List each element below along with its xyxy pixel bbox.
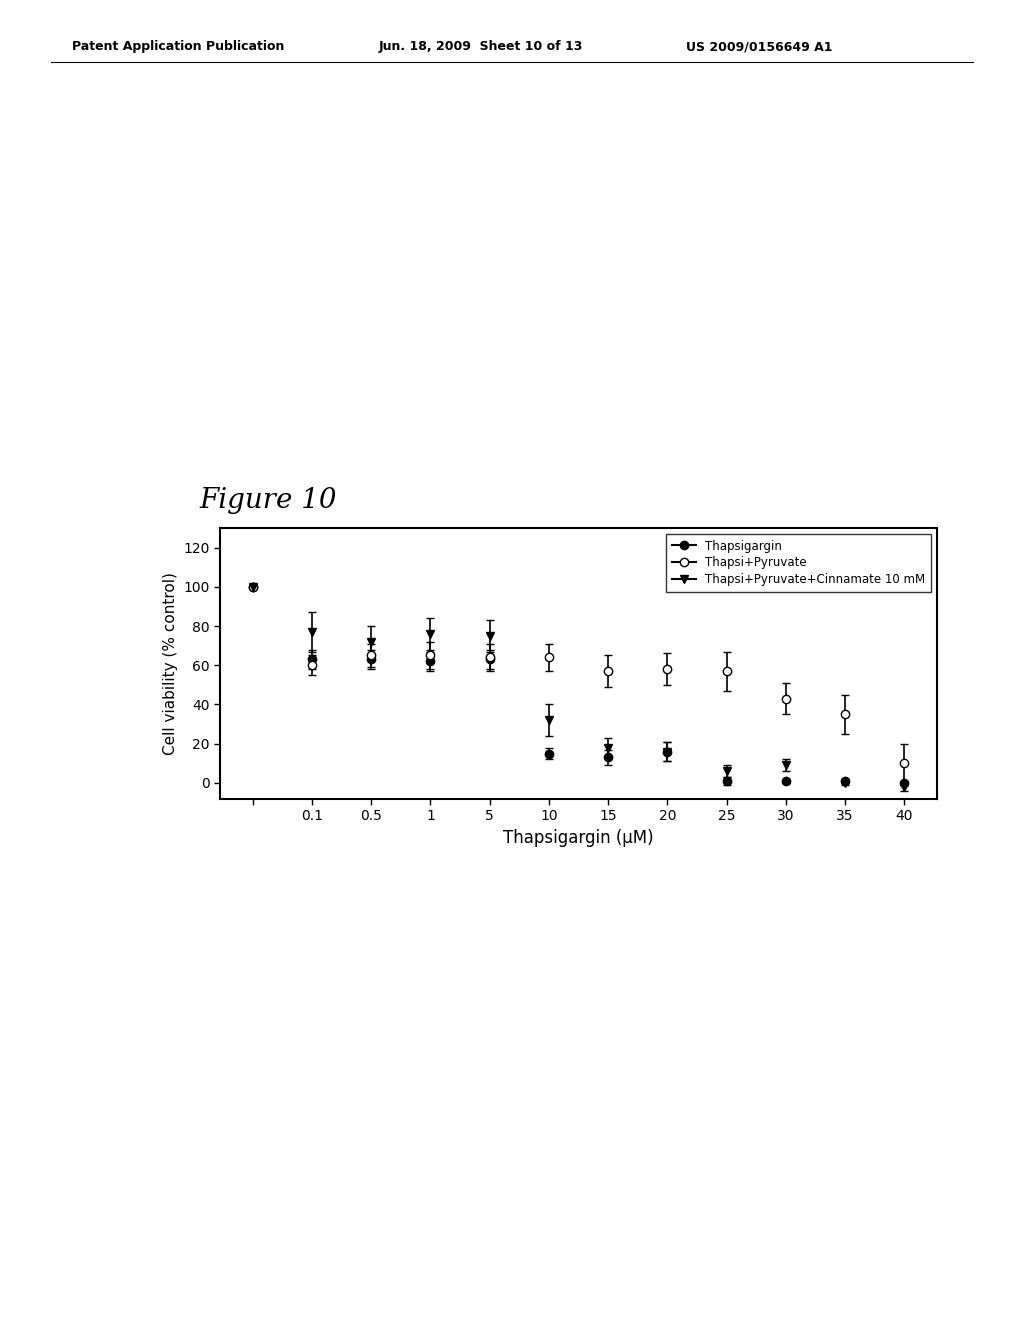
X-axis label: Thapsigargin (μM): Thapsigargin (μM): [503, 829, 654, 846]
Y-axis label: Cell viability (% control): Cell viability (% control): [163, 572, 178, 755]
Legend: Thapsigargin, Thapsi+Pyruvate, Thapsi+Pyruvate+Cinnamate 10 mM: Thapsigargin, Thapsi+Pyruvate, Thapsi+Py…: [666, 533, 931, 591]
Text: US 2009/0156649 A1: US 2009/0156649 A1: [686, 40, 833, 53]
Text: Jun. 18, 2009  Sheet 10 of 13: Jun. 18, 2009 Sheet 10 of 13: [379, 40, 584, 53]
Text: Patent Application Publication: Patent Application Publication: [72, 40, 284, 53]
Text: Figure 10: Figure 10: [200, 487, 337, 515]
